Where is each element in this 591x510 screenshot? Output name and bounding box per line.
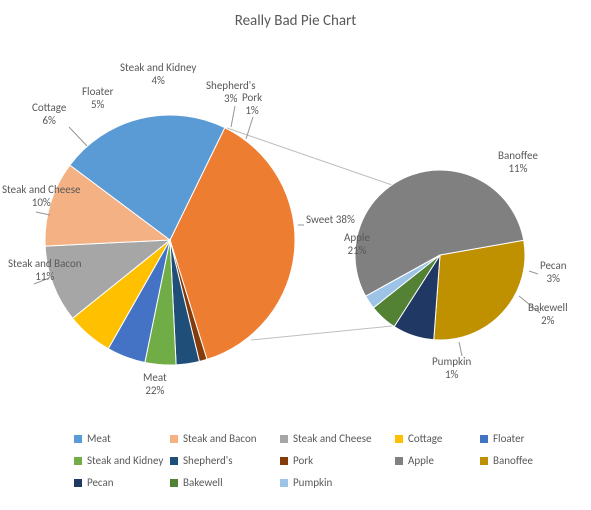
legend-swatch [280,479,288,487]
slice-label: Pumpkin1% [432,356,471,381]
legend-swatch [280,457,288,465]
slice-label: Bakewell2% [528,302,568,327]
leader-line [231,106,235,127]
legend-label: Banoffee [493,454,533,467]
legend-item-floater: Floater [480,432,524,445]
slice-label: Steak and Cheese10% [2,184,81,209]
legend-label: Steak and Kidney [87,454,163,467]
slice-label: Cottage6% [32,102,66,127]
legend-swatch [395,457,403,465]
legend-item-steak_kidney: Steak and Kidney [74,454,163,467]
legend-label: Apple [408,454,434,467]
legend-swatch [74,435,82,443]
slice-label: Steak and Bacon11% [8,258,82,283]
slice-label: Shepherd's3% [206,80,256,105]
legend-item-apple: Apple [395,454,434,467]
legend-swatch [280,435,288,443]
legend-item-steak_cheese: Steak and Cheese [280,432,372,445]
legend-item-pumpkin: Pumpkin [280,476,332,489]
legend-label: Steak and Bacon [183,432,257,445]
legend-swatch [74,479,82,487]
legend-swatch [170,479,178,487]
legend-label: Shepherd's [183,454,233,467]
legend-swatch [480,457,488,465]
legend-swatch [170,435,178,443]
leader-line [69,127,87,146]
slice-label: Meat22% [143,372,167,397]
legend-label: Floater [493,432,524,445]
legend-item-meat: Meat [74,432,111,445]
slice-label: Sweet 38% [306,214,355,227]
legend-label: Pumpkin [293,476,332,489]
slice-label: Steak and Kidney4% [120,62,196,87]
legend-item-pecan: Pecan [74,476,114,489]
legend-swatch [74,457,82,465]
legend-label: Pork [293,454,313,467]
legend-label: Bakewell [183,476,223,489]
legend-item-steak_bacon: Steak and Bacon [170,432,257,445]
legend-item-banoffee: Banoffee [480,454,533,467]
slice-label: Floater5% [82,86,113,111]
pie-connector [251,326,392,340]
leader-line [529,271,538,274]
legend-label: Pecan [87,476,114,489]
leader-line [459,342,462,356]
legend-swatch [170,457,178,465]
slice-label: Apple21% [344,232,370,257]
legend-label: Meat [87,432,111,445]
legend-label: Cottage [408,432,442,445]
legend-swatch [480,435,488,443]
legend-item-bakewell: Bakewell [170,476,223,489]
legend-item-pork: Pork [280,454,313,467]
slice-label: Pecan3% [540,260,567,285]
legend-swatch [395,435,403,443]
slice-banoffee [434,240,525,340]
legend-label: Steak and Cheese [293,432,372,445]
slice-label: Banoffee11% [498,150,538,175]
legend-item-shepherds: Shepherd's [170,454,233,467]
legend-item-cottage: Cottage [395,432,442,445]
